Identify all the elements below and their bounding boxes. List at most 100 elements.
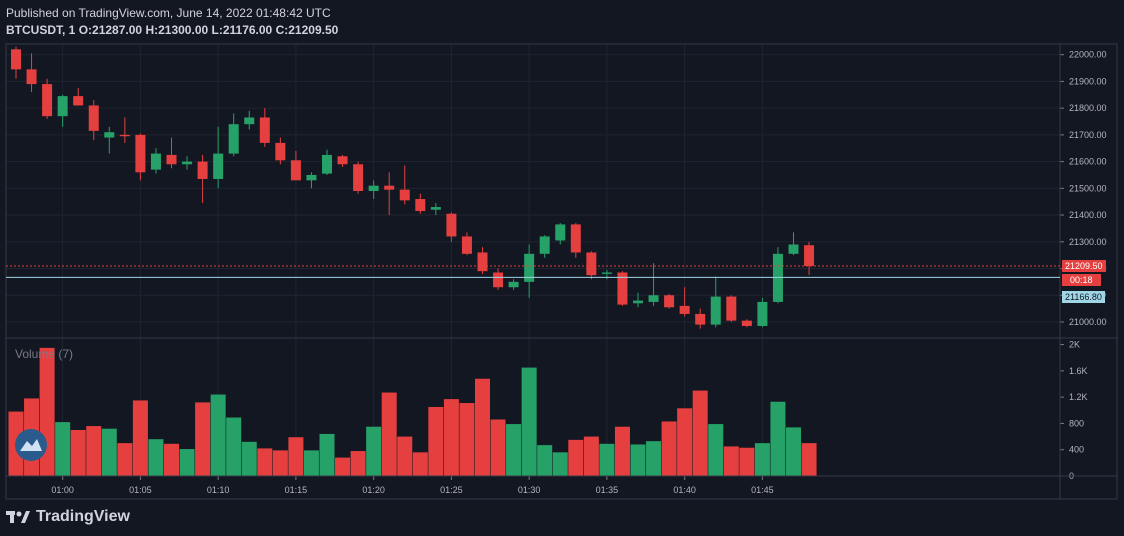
- candle-body: [757, 301, 768, 326]
- volume-bar: [506, 424, 522, 476]
- last-price-tag: 21209.50: [1062, 259, 1106, 272]
- candle-body: [648, 295, 659, 302]
- time-tick-label: 01:05: [129, 485, 152, 495]
- volume-bar: [786, 427, 801, 476]
- time-tick-label: 01:40: [673, 485, 696, 495]
- grid-lines: [6, 44, 1060, 476]
- volume-bar: [770, 401, 786, 476]
- candle-body: [555, 224, 566, 241]
- candle-body: [570, 224, 581, 253]
- volume-bar: [86, 426, 102, 476]
- candle-body: [26, 69, 37, 85]
- volume-tick-label: 2K: [1069, 340, 1080, 350]
- time-tick-label: 01:00: [51, 485, 74, 495]
- volume-bar: [101, 428, 117, 476]
- volume-pane-logo-icon[interactable]: [15, 429, 47, 461]
- close-value: 21209.50: [288, 23, 339, 37]
- candle-body: [601, 272, 612, 274]
- volume-bar: [39, 347, 55, 476]
- countdown-tag: 00:18: [1062, 273, 1101, 286]
- volume-bar: [319, 433, 335, 476]
- candles: [11, 46, 815, 329]
- candle-body: [244, 117, 255, 125]
- candle-body: [275, 142, 286, 161]
- volume-bar: [257, 448, 273, 476]
- volume-bar: [148, 439, 164, 476]
- candle-body: [337, 156, 348, 165]
- price-tick-label: 21000.00: [1069, 317, 1107, 327]
- volume-tick-label: 800: [1069, 418, 1084, 428]
- low-value: 21176.00: [222, 23, 273, 37]
- volume-tick-label: 1.2K: [1069, 392, 1088, 402]
- candle-body: [228, 124, 239, 154]
- volume-bar: [303, 450, 319, 476]
- close-label: C:: [275, 23, 289, 37]
- tradingview-footer[interactable]: TradingView: [6, 508, 130, 526]
- volume-bar: [272, 450, 288, 476]
- axes: 21000.0021100.0021200.0021300.0021400.00…: [5, 43, 1118, 500]
- high-label: H:: [145, 23, 159, 37]
- candle-body: [322, 154, 332, 174]
- volume-bar: [677, 408, 693, 476]
- volume-bar: [288, 437, 304, 476]
- candle-body: [399, 189, 410, 201]
- volume-bar: [195, 402, 211, 476]
- volume-bar: [179, 449, 195, 476]
- candle-body: [461, 236, 472, 254]
- candle-body: [726, 296, 737, 321]
- volume-bar: [350, 451, 366, 476]
- volume-bar: [381, 392, 397, 476]
- volume-bar: [412, 452, 428, 476]
- candle-body: [11, 49, 21, 70]
- volume-bar: [723, 446, 739, 476]
- horizontal-line-price-tag: 21166.80: [1062, 291, 1105, 304]
- volume-bar: [739, 447, 755, 476]
- candle-body: [430, 207, 441, 210]
- volume-bar: [226, 417, 242, 476]
- candle-body: [477, 252, 488, 272]
- volume-bar: [708, 424, 724, 476]
- volume-bar: [366, 426, 382, 476]
- volume-bar: [646, 441, 662, 476]
- tradingview-brand: TradingView: [36, 508, 130, 525]
- candle-body: [679, 305, 690, 314]
- candle-body: [259, 117, 270, 143]
- candle-body: [213, 153, 224, 179]
- time-tick-label: 01:10: [207, 485, 230, 495]
- time-tick-label: 01:45: [751, 485, 774, 495]
- time-tick-label: 01:25: [440, 485, 463, 495]
- time-tick-label: 01:30: [518, 485, 541, 495]
- volume-tick-label: 400: [1069, 445, 1084, 455]
- price-tick-label: 21500.00: [1069, 183, 1107, 193]
- chart-frame: [5, 43, 1118, 500]
- volume-bar: [599, 443, 615, 476]
- volume-tick-label: 1.6K: [1069, 366, 1088, 376]
- candle-body: [135, 134, 146, 173]
- volume-bar: [132, 400, 148, 476]
- volume-bar: [583, 436, 599, 476]
- volume-bar: [164, 443, 179, 476]
- volume-bar: [568, 439, 584, 476]
- price-tick-label: 21300.00: [1069, 237, 1107, 247]
- volume-bar: [397, 436, 413, 476]
- candle-body: [182, 161, 193, 165]
- candle-body: [539, 236, 550, 254]
- volume-bar: [241, 441, 257, 476]
- tradingview-logo-icon: [6, 511, 30, 523]
- candle-body: [166, 154, 177, 165]
- volume-bar: [335, 457, 351, 476]
- volume-bar: [661, 421, 677, 476]
- candle-body: [710, 296, 721, 325]
- symbol-label[interactable]: BTCUSDT, 1: [6, 23, 76, 37]
- price-tick-label: 21700.00: [1069, 130, 1107, 140]
- volume-bar: [692, 390, 708, 476]
- volume-bar: [428, 407, 444, 476]
- volume-bar: [210, 394, 226, 476]
- time-tick-label: 01:15: [285, 485, 308, 495]
- candle-body: [788, 244, 799, 254]
- volume-bar: [459, 403, 475, 476]
- symbol-ohlc-line: BTCUSDT, 1 O:21287.00 H:21300.00 L:21176…: [6, 23, 338, 37]
- volume-bar: [801, 443, 817, 476]
- time-tick-label: 01:20: [362, 485, 385, 495]
